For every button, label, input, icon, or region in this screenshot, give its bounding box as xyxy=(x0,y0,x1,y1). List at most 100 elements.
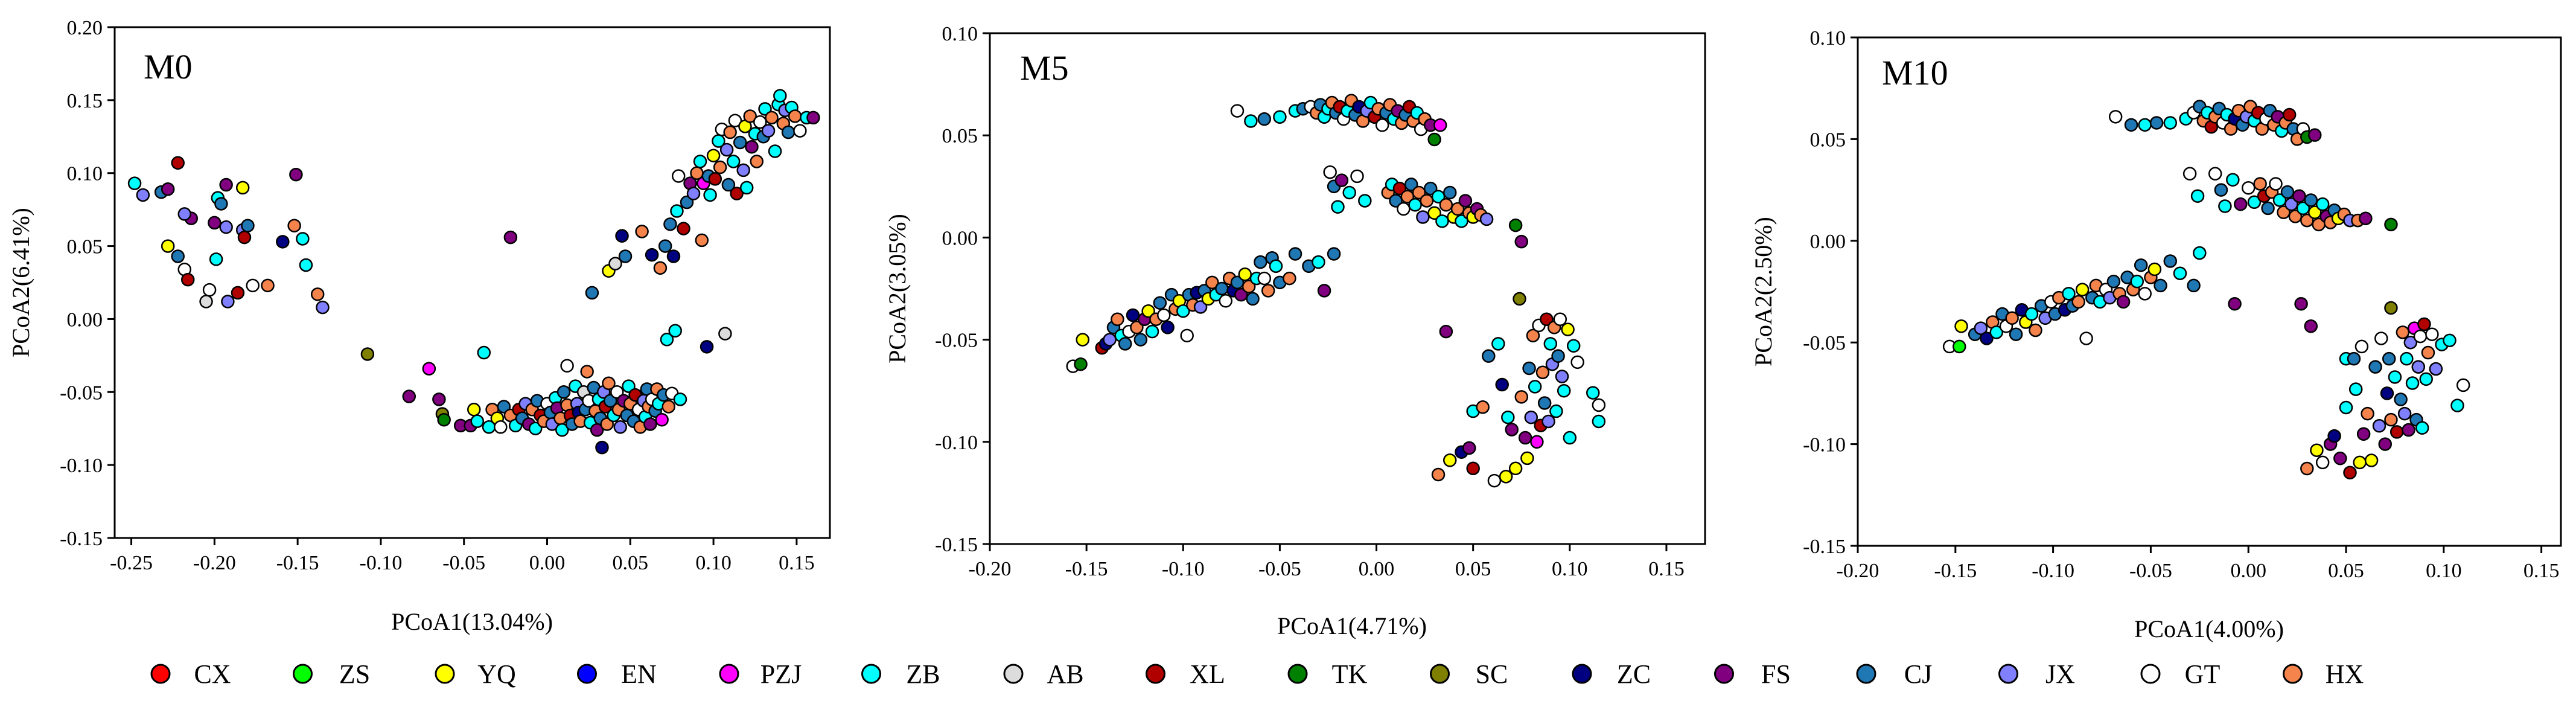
data-point-xl xyxy=(708,172,722,186)
data-point-zb xyxy=(1455,214,1468,228)
x-tick-label: 0.00 xyxy=(2230,560,2266,582)
data-point-hx xyxy=(2253,177,2267,191)
legend-label-ab: AB xyxy=(1047,659,1083,689)
x-tick-label: 0.15 xyxy=(1648,558,1685,580)
data-point-cj xyxy=(1246,292,1260,306)
data-point-hx xyxy=(310,287,325,301)
data-point-zb xyxy=(1563,431,1577,445)
data-point-cj xyxy=(1443,185,1457,200)
data-point-tk xyxy=(1427,132,1441,147)
data-point-hx xyxy=(2288,210,2303,223)
data-point-zc xyxy=(2327,429,2341,443)
x-tick-label: 0.10 xyxy=(695,552,732,574)
data-point-zc xyxy=(1126,308,1140,322)
points-m10 xyxy=(1942,100,2470,480)
data-point-zb xyxy=(660,333,674,347)
data-point-fs xyxy=(2402,423,2415,437)
data-point-gt xyxy=(202,283,217,297)
data-point-gt xyxy=(1375,118,1389,132)
data-point-fs xyxy=(503,230,518,245)
data-point-zb xyxy=(2415,421,2429,435)
data-point-zb xyxy=(2405,376,2420,390)
legend-label-cx: CX xyxy=(194,659,231,689)
data-point-jx xyxy=(1479,212,1494,226)
data-point-cj xyxy=(241,219,255,232)
legend-marker-cx xyxy=(150,664,171,684)
data-point-cj xyxy=(680,195,694,210)
data-point-gt xyxy=(2456,378,2470,392)
data-point-zb xyxy=(555,423,569,437)
data-point-yq xyxy=(235,181,250,195)
data-point-zb xyxy=(2130,274,2144,289)
legend: CX ZS YQ EN PZJ ZB AB XL TK SC ZC FS CJ JX GT HX xyxy=(150,659,2364,689)
legend-marker-ab xyxy=(1003,664,1024,684)
data-point-gt xyxy=(2208,167,2222,181)
data-point-cj xyxy=(2163,254,2178,268)
data-point-cj xyxy=(2347,351,2361,366)
data-point-hx xyxy=(1412,185,1426,200)
data-point-zb xyxy=(299,258,313,272)
data-point-hx xyxy=(662,400,675,414)
y-tick-label: -0.10 xyxy=(935,432,978,454)
data-point-gt xyxy=(1156,308,1171,322)
y-tick-label: 0.20 xyxy=(67,17,103,39)
data-point-zb xyxy=(1557,383,1571,398)
y-tick-label: -0.05 xyxy=(935,330,978,352)
data-point-gt xyxy=(1397,202,1411,216)
data-point-cj xyxy=(556,385,571,399)
data-point-hx xyxy=(261,278,275,293)
legend-marker-xl xyxy=(1146,664,1165,684)
data-point-yq xyxy=(1561,322,1575,336)
data-point-zb xyxy=(470,414,485,428)
data-point-zb xyxy=(2400,351,2414,366)
x-tick-label: 0.10 xyxy=(1552,558,1588,580)
data-point-fs xyxy=(1462,441,1476,455)
data-point-sc xyxy=(1513,292,1526,306)
legend-label-cj: CJ xyxy=(1904,659,1932,689)
data-point-cj xyxy=(733,135,747,150)
x-tick-label: -0.10 xyxy=(2032,560,2074,582)
y-tick-label: -0.10 xyxy=(60,455,103,477)
data-point-yq xyxy=(1141,304,1155,318)
y-tick-label: -0.15 xyxy=(935,534,978,556)
data-point-yq xyxy=(1238,267,1252,281)
data-point-jx xyxy=(686,187,701,200)
data-point-hx xyxy=(1514,390,1528,404)
panel-m10: M10 -0.20 -0.15 -0.10 -0.05 0.00 0.05 0.10 0.15… xyxy=(1750,27,2562,642)
y-tick-label: -0.05 xyxy=(60,382,103,404)
y-tick-label: 0.00 xyxy=(67,309,103,331)
data-point-fs xyxy=(1317,284,1331,298)
data-point-cj xyxy=(1118,337,1132,351)
data-point-cj xyxy=(1551,349,1565,363)
data-point-fs xyxy=(2294,296,2308,311)
data-point-zb xyxy=(2315,197,2330,211)
data-point-zb xyxy=(670,204,684,218)
data-point-zb xyxy=(726,155,741,168)
data-point-hx xyxy=(1450,202,1465,216)
data-point-gt xyxy=(2374,331,2388,345)
data-point-jx xyxy=(2284,197,2298,211)
data-point-hx xyxy=(1130,321,1144,334)
data-point-xl xyxy=(237,230,252,245)
legend-label-yq: YQ xyxy=(477,659,516,689)
data-point-fs xyxy=(289,167,303,182)
legend-marker-jx xyxy=(1998,664,2018,684)
axis-ticks-m10: -0.20 -0.15 -0.10 -0.05 0.00 0.05 0.10 0.15-0.1… xyxy=(1803,27,2559,582)
data-point-fs xyxy=(2308,128,2322,142)
data-point-cj xyxy=(1482,349,1496,363)
data-point-zc xyxy=(1495,377,1509,392)
x-axis-title-m0: PCoA1(13.04%) xyxy=(391,608,553,635)
data-point-jx xyxy=(221,295,235,309)
data-point-hx xyxy=(1420,194,1434,208)
data-point-hx xyxy=(743,109,757,123)
data-point-cj xyxy=(1257,112,1272,126)
data-point-gt xyxy=(1570,355,1584,370)
data-point-jx xyxy=(1416,210,1430,224)
data-point-cj xyxy=(2187,278,2201,293)
data-point-gt xyxy=(2354,339,2369,354)
data-point-cj xyxy=(2134,258,2148,272)
data-point-hx xyxy=(1476,400,1490,414)
data-point-gt xyxy=(610,385,624,399)
data-point-cj xyxy=(1522,361,1536,376)
data-point-jx xyxy=(316,300,330,315)
